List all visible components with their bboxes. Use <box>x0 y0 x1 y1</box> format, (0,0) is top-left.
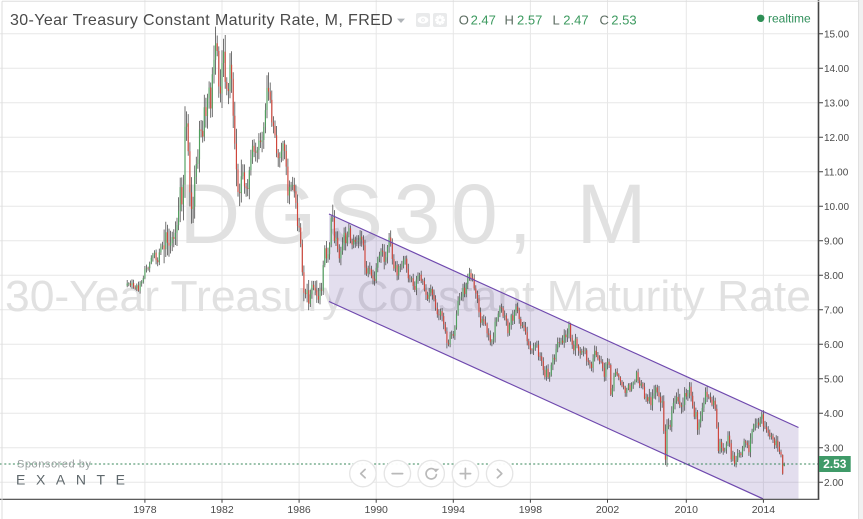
svg-text:H: H <box>505 13 514 28</box>
svg-text:30-Year Treasury Constant Matu: 30-Year Treasury Constant Maturity Rate,… <box>10 12 393 29</box>
svg-text:O: O <box>459 13 469 28</box>
svg-text:2.57: 2.57 <box>517 13 542 28</box>
svg-text:1982: 1982 <box>210 504 234 516</box>
svg-text:1998: 1998 <box>519 504 543 516</box>
svg-text:1978: 1978 <box>133 504 157 516</box>
svg-text:11.00: 11.00 <box>824 168 849 179</box>
svg-text:2002: 2002 <box>596 504 620 516</box>
svg-text:10.00: 10.00 <box>824 202 849 213</box>
svg-text:C: C <box>600 13 609 28</box>
svg-text:8.00: 8.00 <box>824 271 844 282</box>
svg-text:12.00: 12.00 <box>824 133 849 144</box>
svg-text:2.00: 2.00 <box>824 478 844 489</box>
svg-text:5.00: 5.00 <box>824 375 844 386</box>
svg-text:L: L <box>553 13 560 28</box>
svg-text:2.47: 2.47 <box>563 13 588 28</box>
svg-text:3.00: 3.00 <box>824 444 844 455</box>
svg-text:realtime: realtime <box>768 11 811 25</box>
svg-text:2010: 2010 <box>675 504 699 516</box>
svg-text:1990: 1990 <box>365 504 389 516</box>
svg-text:15.00: 15.00 <box>824 30 849 41</box>
svg-text:2.53: 2.53 <box>611 13 636 28</box>
svg-text:4.00: 4.00 <box>824 409 844 420</box>
svg-text:2.47: 2.47 <box>471 13 496 28</box>
svg-text:1994: 1994 <box>442 504 466 516</box>
svg-text:Sponsored by: Sponsored by <box>17 458 91 470</box>
svg-text:13.00: 13.00 <box>824 99 849 110</box>
svg-text:14.00: 14.00 <box>824 64 849 75</box>
svg-text:9.00: 9.00 <box>824 237 844 248</box>
svg-text:1986: 1986 <box>287 504 311 516</box>
svg-text:6.00: 6.00 <box>824 340 844 351</box>
svg-text:2014: 2014 <box>752 504 776 516</box>
svg-text:2.53: 2.53 <box>823 457 847 471</box>
svg-text:EXANTE: EXANTE <box>16 471 136 487</box>
svg-text:7.00: 7.00 <box>824 306 844 317</box>
